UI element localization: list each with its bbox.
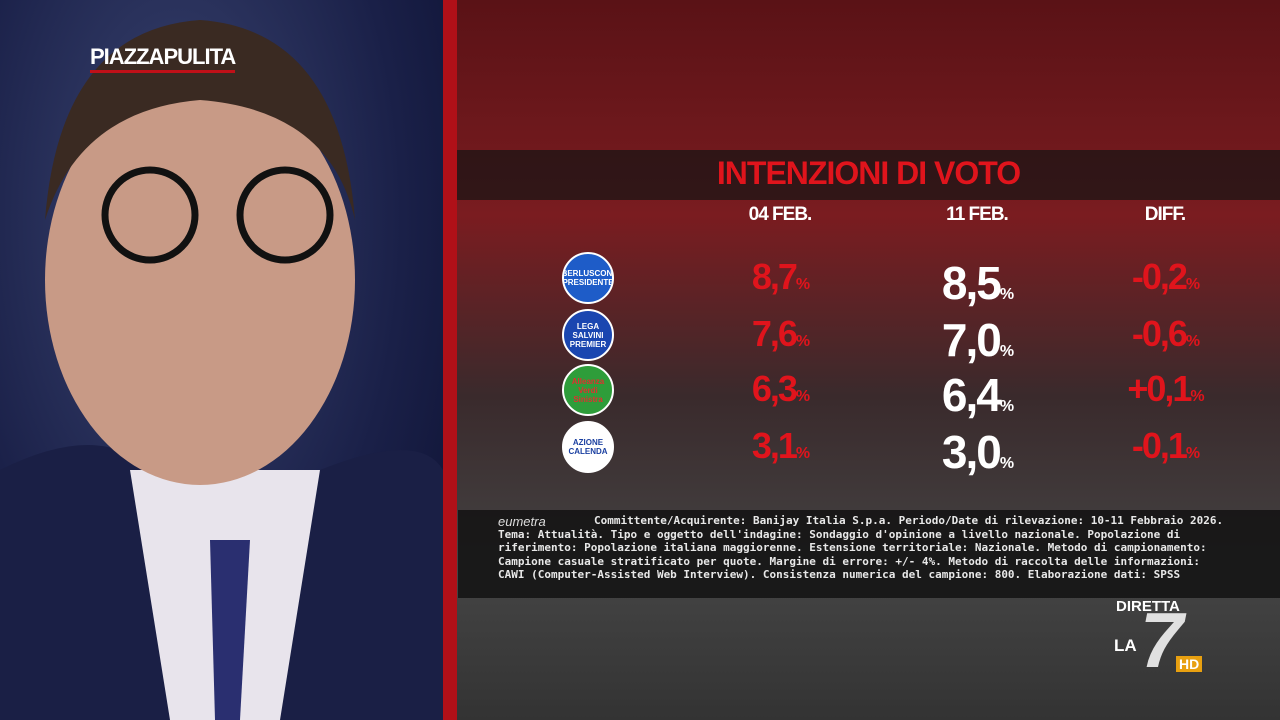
party-row: LEGA SALVINI PREMIER 7,6% 7,0% -0,6% (560, 309, 1280, 366)
vote-value: 3,0% (897, 425, 1057, 479)
value-number: 6,3 (751, 368, 798, 409)
logo-part: PULITA (163, 44, 236, 69)
hd-badge: HD (1176, 656, 1203, 672)
vote-value: 6,4% (897, 368, 1057, 422)
value-number: 3,0 (941, 426, 1002, 478)
logo-text: PRESIDENTE (562, 278, 614, 287)
live-label: DIRETTA (1116, 598, 1180, 615)
vote-value: +0,1% (1085, 368, 1245, 410)
value-unit: % (999, 455, 1014, 472)
value-unit: % (795, 276, 810, 293)
value-number: -0,2 (1131, 256, 1188, 297)
column-header: 11 FEB. (946, 204, 1009, 225)
column-header: 04 FEB. (748, 204, 813, 225)
vote-value: -0,1% (1085, 425, 1245, 467)
value-unit: % (1185, 445, 1200, 462)
value-unit: % (795, 388, 810, 405)
vote-value: 8,5% (897, 256, 1057, 310)
source-box (458, 510, 1280, 598)
party-row: AZIONE CALENDA 3,1% 3,0% -0,1% (560, 421, 1280, 478)
logo-text: LEGA (576, 321, 600, 331)
logo-text: Alleanza Verdi Sinistra (571, 376, 605, 404)
vote-value: -0,2% (1085, 256, 1245, 298)
value-unit: % (795, 333, 810, 350)
logo-text: SALVINI (572, 330, 604, 340)
logo-text: BERLUSCONI (562, 269, 614, 278)
studio-camera (0, 0, 443, 720)
logo-part: PIAZZA (90, 44, 164, 69)
channel-la: LA (1114, 636, 1137, 655)
value-number: -0,1 (1131, 425, 1188, 466)
value-number: +0,1 (1127, 368, 1192, 409)
value-unit: % (999, 398, 1014, 415)
value-unit: % (1185, 333, 1200, 350)
title-band (457, 150, 1280, 200)
poll-title: INTENZIONI DI VOTO (716, 155, 1021, 191)
value-unit: % (999, 286, 1014, 303)
party-row: Alleanza Verdi Sinistra 6,3% 6,4% +0,1% (560, 364, 1280, 421)
pollster-brand: eumetra (498, 514, 546, 529)
party-logo: LEGA SALVINI PREMIER (562, 309, 614, 361)
party-row: BERLUSCONI PRESIDENTE 8,7% 8,5% -0,2% (560, 252, 1280, 309)
value-unit: % (1190, 388, 1204, 405)
presenter-silhouette (0, 20, 443, 720)
vote-value: 8,7% (700, 256, 860, 298)
value-number: 7,0 (941, 314, 1002, 366)
party-logo: AZIONE CALENDA (562, 421, 614, 473)
vote-value: 3,1% (700, 425, 860, 467)
value-number: 8,7 (751, 256, 798, 297)
logo-text: CALENDA (568, 447, 608, 456)
value-unit: % (795, 445, 810, 462)
value-number: 6,4 (941, 369, 1002, 421)
value-number: -0,6 (1131, 313, 1188, 354)
vote-value: 6,3% (700, 368, 860, 410)
divider (443, 0, 457, 720)
value-number: 8,5 (941, 257, 1002, 309)
logo-text: PREMIER (569, 339, 607, 349)
value-number: 7,6 (751, 313, 798, 354)
value-unit: % (1185, 276, 1200, 293)
methodology-note: Committente/Acquirente: Banijay Italia S… (498, 514, 1224, 581)
vote-value: -0,6% (1085, 313, 1245, 355)
show-logo: PIAZZAPULITA (90, 44, 236, 73)
column-header: DIFF. (1144, 204, 1186, 225)
vote-value: 7,6% (700, 313, 860, 355)
vote-value: 7,0% (897, 313, 1057, 367)
party-logo: Alleanza Verdi Sinistra (562, 364, 614, 416)
value-number: 3,1 (751, 425, 798, 466)
value-unit: % (999, 343, 1014, 360)
logo-text: AZIONE (572, 438, 604, 447)
party-logo: BERLUSCONI PRESIDENTE (562, 252, 614, 304)
